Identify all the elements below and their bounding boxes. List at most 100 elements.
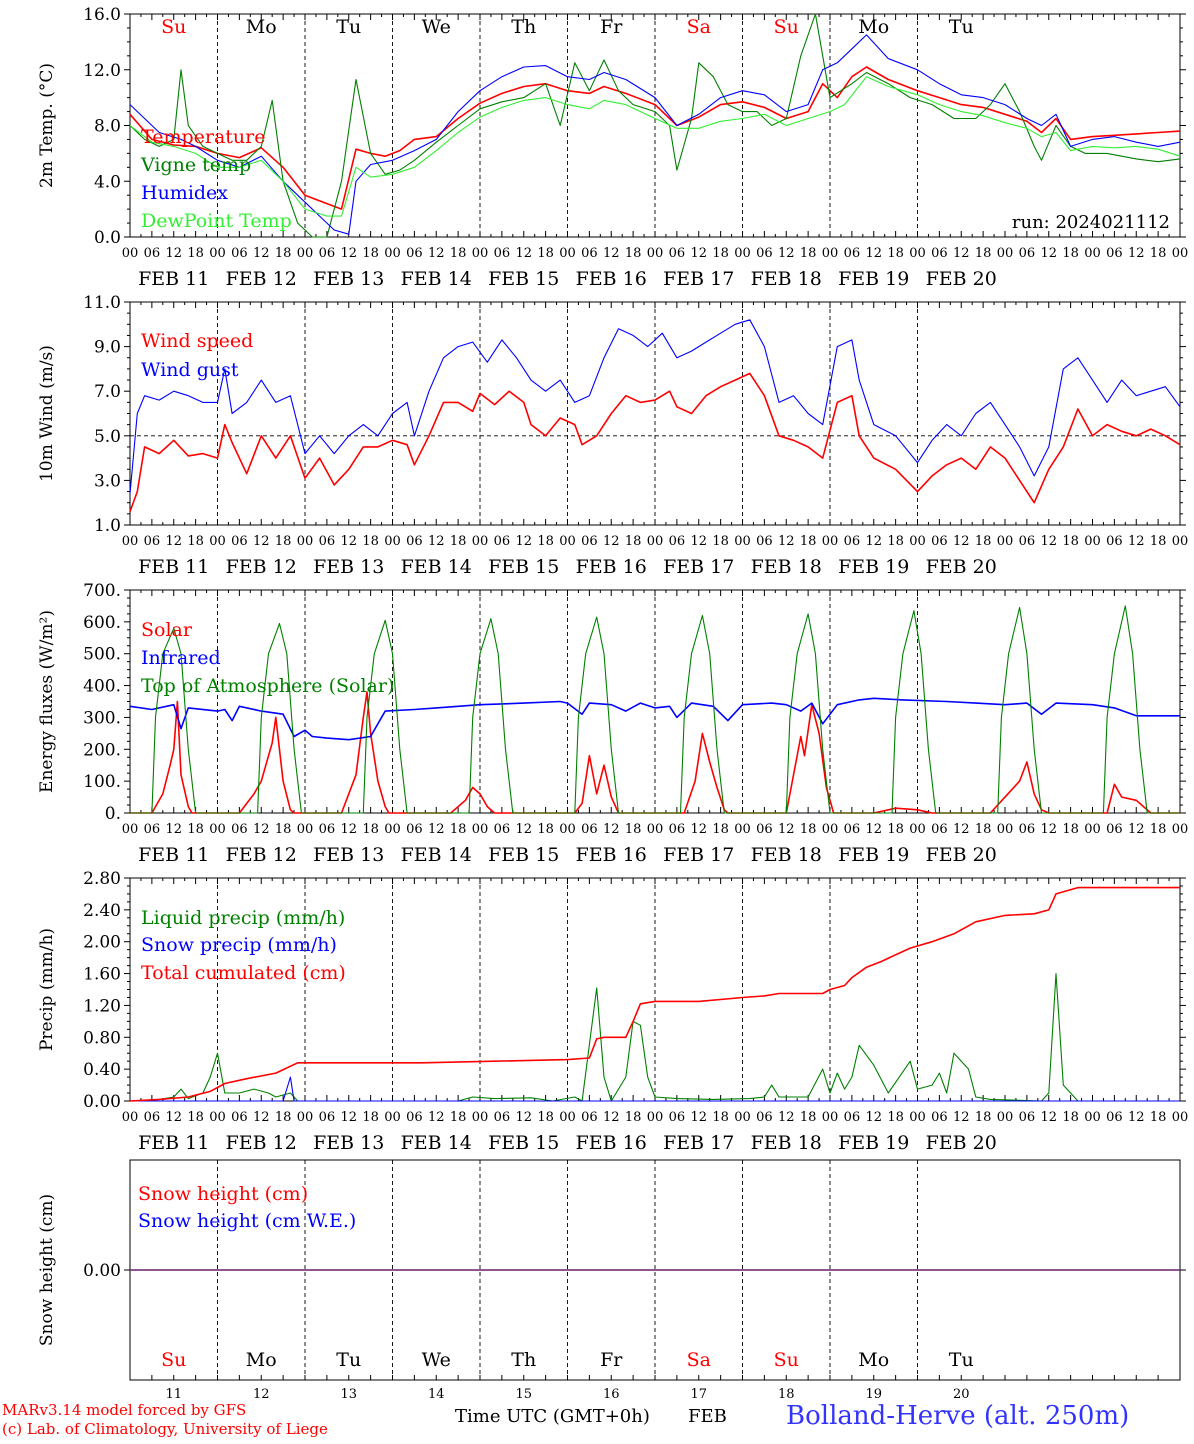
y-tick-label: 300. [83, 708, 121, 728]
x-hour-label: 00 [1172, 822, 1189, 837]
series-line-green [129, 973, 1180, 1102]
day-name-label: Th [511, 16, 536, 38]
x-hour-label: 00 [1172, 1110, 1189, 1125]
x-hour-label: 12 [778, 1110, 795, 1125]
day-name-label: Tu [949, 16, 974, 38]
x-date-label: FEB 17 [663, 268, 734, 290]
x-hour-label: 18 [712, 822, 729, 837]
day-number-label: 17 [690, 1387, 707, 1402]
x-hour-label: 06 [1106, 822, 1123, 837]
day-number-label: 12 [253, 1387, 270, 1402]
x-hour-label: 12 [690, 1110, 707, 1125]
x-date-label: FEB 15 [488, 844, 559, 866]
x-hour-label: 00 [209, 534, 226, 549]
x-hour-label: 00 [997, 1110, 1014, 1125]
x-hour-label: 18 [975, 534, 992, 549]
x-hour-label: 00 [1172, 246, 1189, 261]
x-hour-label: 00 [472, 822, 489, 837]
x-hour-label: 18 [625, 246, 642, 261]
y-tick-label: 0. [105, 804, 121, 824]
x-hour-label: 00 [297, 1110, 314, 1125]
x-hour-label: 06 [581, 534, 598, 549]
y-tick-label: 1.60 [83, 965, 121, 985]
x-hour-label: 06 [144, 822, 161, 837]
x-hour-label: 06 [494, 1110, 511, 1125]
x-hour-label: 18 [800, 534, 817, 549]
x-hour-label: 00 [559, 534, 576, 549]
series-line-lightgreen [129, 76, 1181, 217]
x-hour-label: 00 [559, 246, 576, 261]
x-date-label: FEB 12 [226, 556, 297, 578]
x-date-label: FEB 14 [401, 1132, 472, 1154]
x-date-label: FEB 13 [313, 844, 384, 866]
x-hour-label: 06 [1019, 246, 1036, 261]
x-hour-label: 12 [1128, 1110, 1145, 1125]
series-line-red [129, 66, 1181, 210]
y-tick-label: 16.0 [83, 5, 121, 25]
x-hour-label: 00 [909, 246, 926, 261]
x-date-label: FEB 20 [926, 556, 997, 578]
x-date-label: FEB 16 [576, 844, 647, 866]
x-date-label: FEB 17 [663, 844, 734, 866]
x-date-label: FEB 16 [576, 1132, 647, 1154]
x-hour-label: 06 [669, 822, 686, 837]
x-hour-label: 18 [1150, 246, 1167, 261]
x-hour-label: 00 [384, 246, 401, 261]
x-hour-label: 12 [253, 534, 270, 549]
x-date-label: FEB 20 [926, 844, 997, 866]
x-hour-label: 00 [1084, 822, 1101, 837]
x-hour-label: 00 [647, 534, 664, 549]
day-number-label: 15 [515, 1387, 532, 1402]
day-name-label: Sa [687, 16, 711, 38]
x-hour-label: 00 [734, 1110, 751, 1125]
x-hour-label: 00 [297, 246, 314, 261]
x-hour-label: 12 [603, 246, 620, 261]
day-name-label: Mo [246, 1349, 277, 1371]
y-tick-label: 4.0 [94, 172, 121, 192]
x-hour-label: 18 [625, 1110, 642, 1125]
y-tick-label: 8.0 [94, 117, 121, 137]
x-date-label: FEB 18 [751, 268, 822, 290]
x-date-label: FEB 17 [663, 556, 734, 578]
x-hour-label: 18 [1150, 534, 1167, 549]
x-hour-label: 18 [1150, 1110, 1167, 1125]
x-hour-label: 18 [275, 534, 292, 549]
y-tick-label: 12.0 [83, 61, 121, 81]
x-hour-label: 18 [187, 246, 204, 261]
x-hour-label: 12 [690, 534, 707, 549]
x-axis-title: Time UTC (GMT+0h) [455, 1406, 650, 1427]
x-hour-label: 00 [209, 822, 226, 837]
day-name-label: Su [774, 16, 799, 38]
x-hour-label: 00 [384, 534, 401, 549]
y-axis-label: Snow height (cm) [37, 1194, 57, 1346]
x-date-label: FEB 14 [401, 844, 472, 866]
series-line-blue [130, 1076, 1180, 1102]
x-hour-label: 00 [1084, 534, 1101, 549]
x-date-label: FEB 17 [663, 1132, 734, 1154]
x-hour-label: 06 [669, 1110, 686, 1125]
x-hour-label: 00 [909, 822, 926, 837]
day-name-label: Mo [858, 16, 889, 38]
x-hour-label: 06 [231, 822, 248, 837]
run-label: run: 2024021112 [1012, 212, 1170, 233]
day-name-label: Tu [336, 1349, 361, 1371]
x-hour-label: 00 [647, 1110, 664, 1125]
x-hour-label: 06 [844, 534, 861, 549]
x-hour-label: 18 [362, 1110, 379, 1125]
y-tick-label: 600. [83, 613, 121, 633]
x-hour-label: 18 [712, 534, 729, 549]
x-hour-label: 12 [340, 822, 357, 837]
panel-2 [124, 301, 1186, 526]
x-hour-label: 12 [165, 534, 182, 549]
x-hour-label: 00 [909, 1110, 926, 1125]
x-hour-label: 12 [515, 246, 532, 261]
x-hour-label: 18 [275, 1110, 292, 1125]
x-date-label: FEB 15 [488, 1132, 559, 1154]
x-hour-label: 18 [450, 246, 467, 261]
day-name-label: Tu [949, 1349, 974, 1371]
x-hour-label: 12 [1128, 534, 1145, 549]
x-hour-label: 06 [494, 534, 511, 549]
x-hour-label: 18 [712, 1110, 729, 1125]
x-date-label: FEB 20 [926, 268, 997, 290]
